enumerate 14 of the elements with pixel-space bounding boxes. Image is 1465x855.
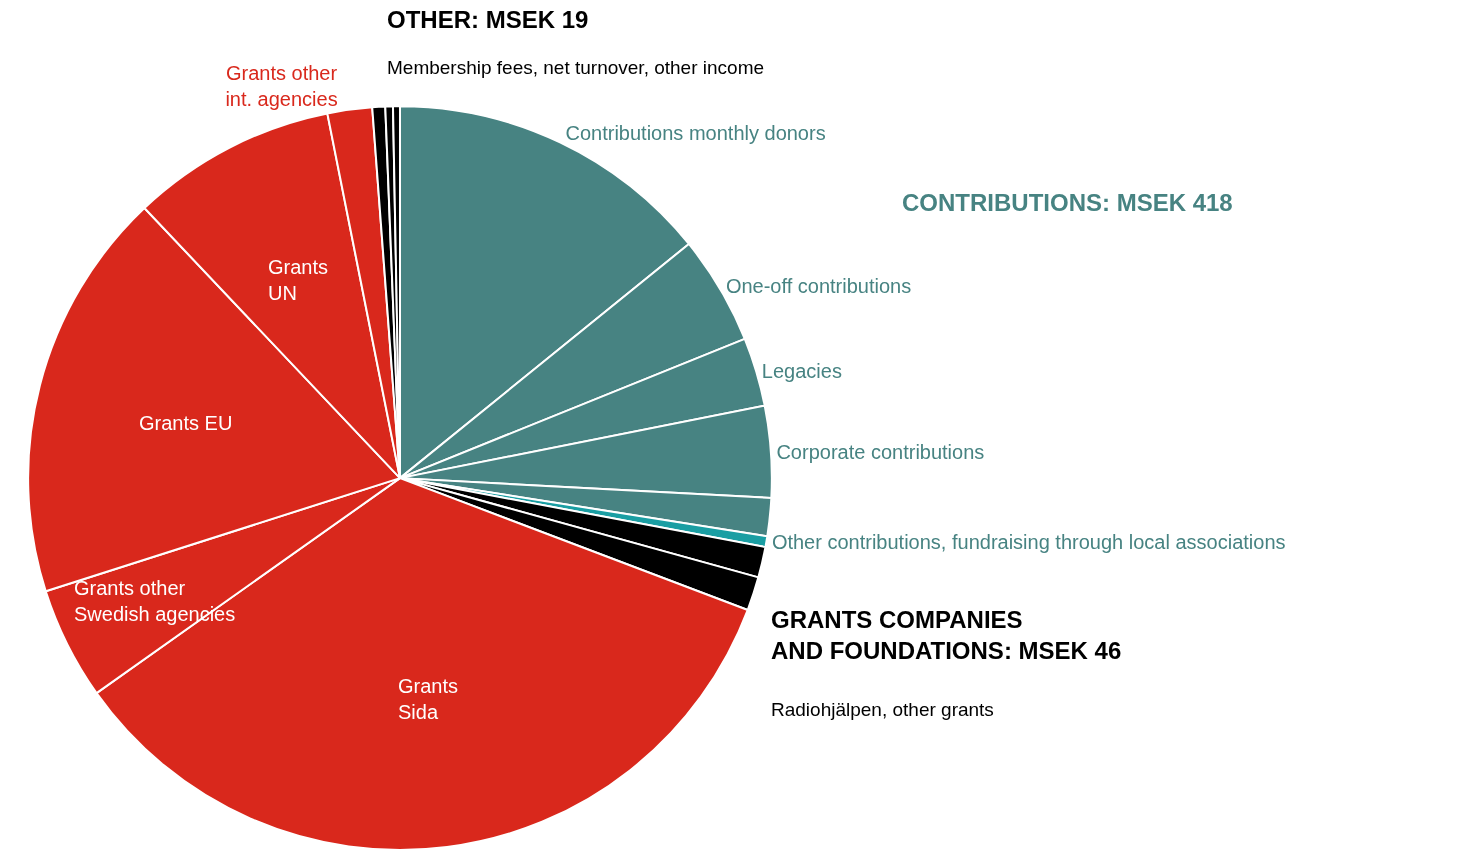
slice-label: Corporate contributions xyxy=(776,440,985,463)
slice-label: Legacies xyxy=(761,359,842,382)
slice-label: One-off contributions xyxy=(725,275,912,298)
slice-label: Other contributions, fundraising through local associations xyxy=(771,531,1286,554)
slice-label: Grants UN xyxy=(268,256,329,304)
text: OTHER: MSEK 19 xyxy=(387,6,589,33)
text: GRANTS COMPANIES AND FOUNDATIONS: MSEK 46 xyxy=(771,606,1122,665)
text: CONTRIBUTIONS: MSEK 418 xyxy=(902,189,1233,216)
slice-label: Grants other int. agencies xyxy=(225,62,338,111)
slice-label: Grants EU xyxy=(139,412,233,434)
text: Radiohjälpen, other grants xyxy=(771,699,994,720)
slice-label: Contributions monthly donors xyxy=(565,122,826,145)
slice-label: Grants Sida xyxy=(398,675,459,723)
text: Membership fees, net turnover, other income xyxy=(387,57,765,78)
